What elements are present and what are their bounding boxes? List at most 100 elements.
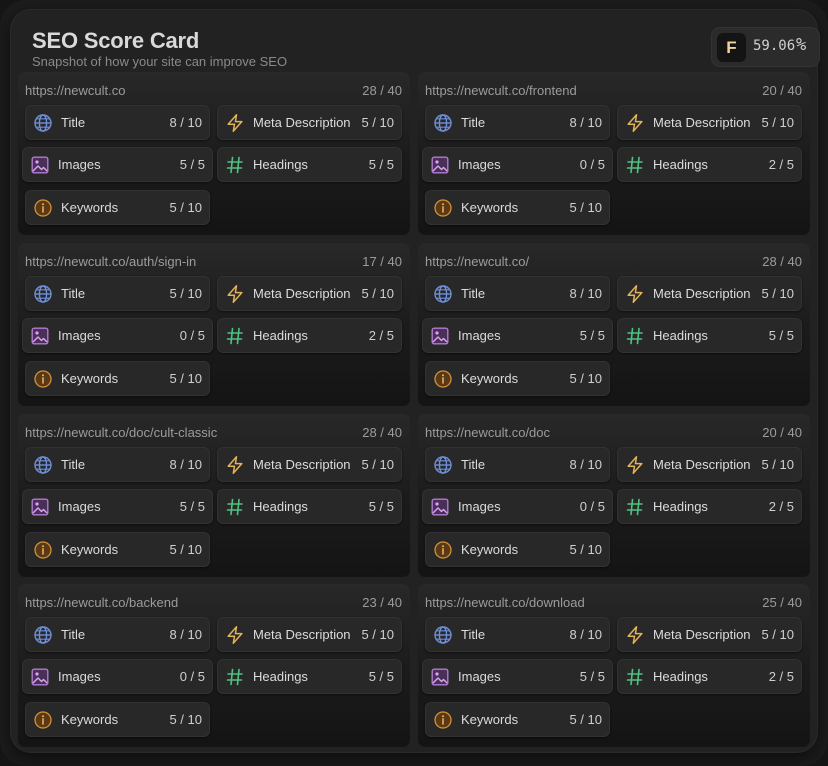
- metric-value: 5 / 10: [169, 371, 202, 386]
- metric-images[interactable]: Images 0 / 5: [22, 659, 213, 694]
- metric-images[interactable]: Images 5 / 5: [422, 318, 613, 353]
- metric-value: 0 / 5: [179, 669, 205, 684]
- metric-keywords[interactable]: Keywords 5 / 10: [25, 190, 210, 225]
- metric-keywords[interactable]: Keywords 5 / 10: [425, 190, 610, 225]
- metric-value: 5 / 10: [761, 627, 794, 642]
- metric-images[interactable]: Images 0 / 5: [422, 147, 613, 182]
- image-icon: [30, 326, 50, 346]
- hash-icon: [225, 326, 245, 346]
- page-url[interactable]: https://newcult.co/: [425, 254, 530, 269]
- metric-meta[interactable]: Meta Description 5 / 10: [617, 105, 802, 140]
- metric-headings[interactable]: Headings 5 / 5: [617, 318, 802, 353]
- metric-meta[interactable]: Meta Description 5 / 10: [217, 276, 402, 311]
- page-url[interactable]: https://newcult.co/doc/cult-classic: [25, 425, 218, 440]
- image-icon: [30, 497, 50, 517]
- metric-headings[interactable]: Headings 5 / 5: [217, 489, 402, 524]
- info-icon: [33, 710, 53, 730]
- metric-keywords[interactable]: Keywords 5 / 10: [25, 361, 210, 396]
- metric-headings[interactable]: Headings 2 / 5: [617, 489, 802, 524]
- metric-label: Keywords: [61, 371, 119, 386]
- metric-images[interactable]: Images 5 / 5: [422, 659, 613, 694]
- metric-meta[interactable]: Meta Description 5 / 10: [617, 617, 802, 652]
- page-url[interactable]: https://newcult.co: [25, 83, 126, 98]
- metric-label: Keywords: [461, 200, 519, 215]
- metric-label: Meta Description: [653, 457, 751, 472]
- globe-icon: [433, 113, 453, 133]
- metric-images[interactable]: Images 5 / 5: [22, 489, 213, 524]
- image-icon: [430, 155, 450, 175]
- metric-label: Images: [58, 157, 101, 172]
- metric-value: 5 / 5: [368, 499, 394, 514]
- metric-value: 5 / 5: [579, 328, 605, 343]
- metric-label: Images: [58, 499, 101, 514]
- info-icon: [433, 710, 453, 730]
- metric-headings[interactable]: Headings 2 / 5: [617, 659, 802, 694]
- image-icon: [430, 326, 450, 346]
- hash-icon: [225, 667, 245, 687]
- grade-letter: F: [717, 33, 746, 62]
- metric-keywords[interactable]: Keywords 5 / 10: [25, 702, 210, 737]
- page-total-score: 28 / 40: [362, 425, 402, 440]
- metric-meta[interactable]: Meta Description 5 / 10: [217, 447, 402, 482]
- page-url[interactable]: https://newcult.co/doc: [425, 425, 551, 440]
- page-score-panel: https://newcult.co/28 / 40 Title 8 / 10 Met…: [418, 243, 810, 406]
- lightning-icon: [225, 284, 245, 304]
- metric-keywords[interactable]: Keywords 5 / 10: [425, 361, 610, 396]
- metric-label: Keywords: [61, 200, 119, 215]
- metric-title[interactable]: Title 8 / 10: [425, 276, 610, 311]
- metric-value: 8 / 10: [569, 627, 602, 642]
- metric-keywords[interactable]: Keywords 5 / 10: [25, 532, 210, 567]
- percent-sign: %: [796, 35, 807, 55]
- metric-label: Images: [58, 669, 101, 684]
- metric-meta[interactable]: Meta Description 5 / 10: [217, 105, 402, 140]
- metric-meta[interactable]: Meta Description 5 / 10: [617, 447, 802, 482]
- metric-headings[interactable]: Headings 5 / 5: [217, 659, 402, 694]
- page-url[interactable]: https://newcult.co/backend: [25, 595, 179, 610]
- metric-label: Headings: [653, 157, 708, 172]
- page-total-score: 20 / 40: [762, 83, 802, 98]
- page-url[interactable]: https://newcult.co/frontend: [425, 83, 577, 98]
- lightning-icon: [225, 625, 245, 645]
- globe-icon: [33, 625, 53, 645]
- metric-label: Keywords: [461, 542, 519, 557]
- metric-images[interactable]: Images 5 / 5: [22, 147, 213, 182]
- metric-title[interactable]: Title 8 / 10: [25, 447, 210, 482]
- page-total-score: 17 / 40: [362, 254, 402, 269]
- metric-value: 5 / 5: [368, 157, 394, 172]
- lightning-icon: [625, 284, 645, 304]
- info-icon: [33, 540, 53, 560]
- metric-headings[interactable]: Headings 5 / 5: [217, 147, 402, 182]
- lightning-icon: [625, 625, 645, 645]
- page-url[interactable]: https://newcult.co/download: [425, 595, 585, 610]
- metric-label: Keywords: [61, 712, 119, 727]
- metric-keywords[interactable]: Keywords 5 / 10: [425, 532, 610, 567]
- metric-title[interactable]: Title 8 / 10: [425, 105, 610, 140]
- metric-value: 2 / 5: [768, 669, 794, 684]
- metric-label: Images: [458, 328, 501, 343]
- globe-icon: [33, 113, 53, 133]
- metric-title[interactable]: Title 8 / 10: [25, 617, 210, 652]
- metric-title[interactable]: Title 8 / 10: [425, 617, 610, 652]
- metric-value: 5 / 5: [579, 669, 605, 684]
- metric-keywords[interactable]: Keywords 5 / 10: [425, 702, 610, 737]
- metric-value: 5 / 10: [569, 542, 602, 557]
- hash-icon: [225, 155, 245, 175]
- metric-title[interactable]: Title 8 / 10: [25, 105, 210, 140]
- metric-images[interactable]: Images 0 / 5: [422, 489, 613, 524]
- info-icon: [433, 369, 453, 389]
- metric-title[interactable]: Title 8 / 10: [425, 447, 610, 482]
- metric-value: 5 / 10: [169, 200, 202, 215]
- metric-meta[interactable]: Meta Description 5 / 10: [217, 617, 402, 652]
- metric-label: Meta Description: [253, 627, 351, 642]
- metric-headings[interactable]: Headings 2 / 5: [217, 318, 402, 353]
- metric-value: 5 / 10: [761, 286, 794, 301]
- metric-images[interactable]: Images 0 / 5: [22, 318, 213, 353]
- metric-headings[interactable]: Headings 2 / 5: [617, 147, 802, 182]
- metric-value: 0 / 5: [579, 157, 605, 172]
- metric-meta[interactable]: Meta Description 5 / 10: [617, 276, 802, 311]
- lightning-icon: [625, 113, 645, 133]
- image-icon: [30, 667, 50, 687]
- metric-value: 2 / 5: [368, 328, 394, 343]
- page-url[interactable]: https://newcult.co/auth/sign-in: [25, 254, 197, 269]
- metric-title[interactable]: Title 5 / 10: [25, 276, 210, 311]
